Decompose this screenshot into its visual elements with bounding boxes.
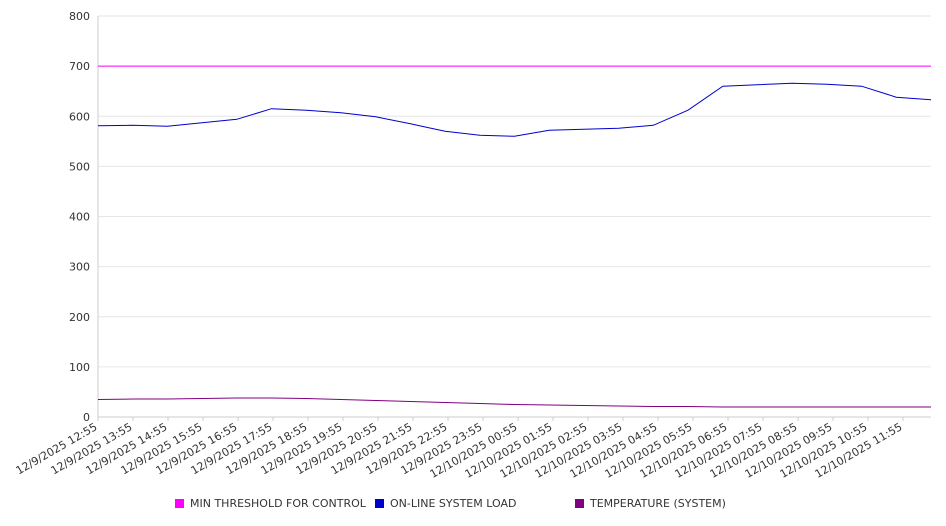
legend-label: MIN THRESHOLD FOR CONTROL — [190, 497, 366, 510]
series-line-2 — [97, 397, 931, 408]
y-tick-label: 200 — [69, 311, 90, 324]
legend-item-min-threshold[interactable]: MIN THRESHOLD FOR CONTROL — [175, 497, 366, 510]
legend-item-system-load[interactable]: ON-LINE SYSTEM LOAD — [375, 497, 516, 510]
y-tick-label: 0 — [83, 411, 90, 424]
y-tick-label: 300 — [69, 261, 90, 274]
y-tick-label: 100 — [69, 361, 90, 374]
legend-swatch — [375, 499, 384, 508]
legend-label: TEMPERATURE (SYSTEM) — [590, 497, 726, 510]
legend-swatch — [575, 499, 584, 508]
legend-label: ON-LINE SYSTEM LOAD — [390, 497, 517, 510]
y-axis: 0 100 200 300 400 500 600 700 800 — [69, 10, 99, 424]
y-tick-label: 500 — [69, 160, 90, 173]
y-tick-label: 700 — [69, 60, 90, 73]
legend: MIN THRESHOLD FOR CONTROL ON-LINE SYSTEM… — [0, 497, 946, 515]
y-tick-label: 600 — [69, 110, 90, 123]
series-line-1 — [97, 82, 932, 137]
series-lines — [97, 65, 932, 408]
grid-lines — [98, 15, 931, 418]
legend-item-temperature[interactable]: TEMPERATURE (SYSTEM) — [575, 497, 726, 510]
legend-swatch — [175, 499, 184, 508]
y-tick-label: 800 — [69, 10, 90, 23]
y-tick-label: 400 — [69, 211, 90, 224]
